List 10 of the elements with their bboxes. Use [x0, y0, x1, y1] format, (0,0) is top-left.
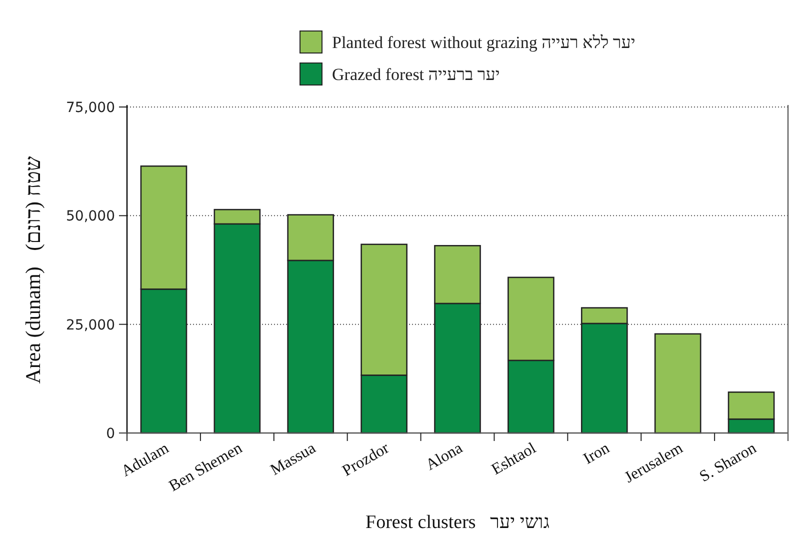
y-axis-title: Area (dunam) שטח (דונם)	[21, 156, 45, 384]
y-tick-label: 50,000	[66, 208, 115, 225]
x-axis-title: Forest clusters גושי יער	[366, 512, 550, 533]
y-tick-label: 75,000	[66, 100, 115, 116]
legend-label: Grazed forest יער ברעייה	[332, 65, 500, 84]
y-tick-label: 25,000	[66, 317, 115, 334]
legend-label: Planted forest without grazing יער ללא רעייה	[332, 33, 636, 52]
x-tick-label: Iron	[580, 440, 612, 468]
x-tick-label: Alona	[423, 440, 466, 474]
y-tick-label: 0	[106, 426, 115, 442]
